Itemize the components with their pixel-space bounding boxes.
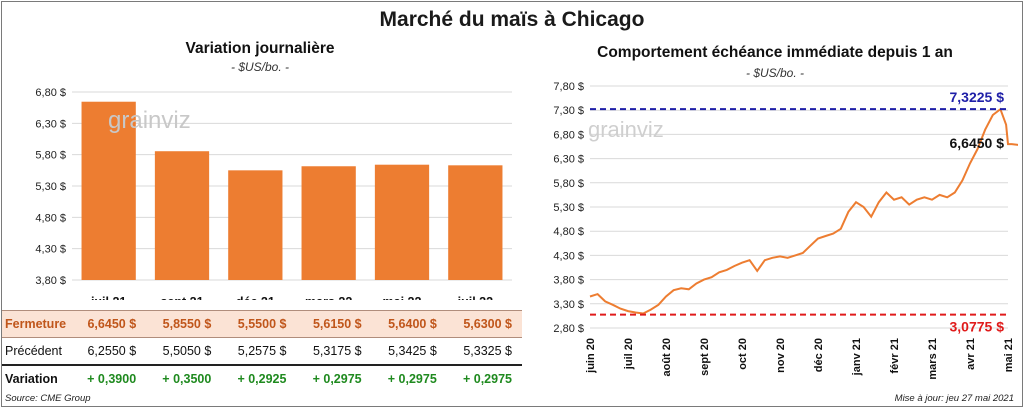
x-tick-label: juin 20 bbox=[585, 338, 597, 374]
y-tick-label: 6,30 $ bbox=[553, 154, 584, 166]
table-cell: 5,3425 $ bbox=[371, 337, 447, 366]
x-tick-label: oct 20 bbox=[737, 338, 749, 370]
y-tick-label: 7,80 $ bbox=[553, 81, 584, 93]
y-tick-label: 7,30 $ bbox=[553, 105, 584, 117]
x-tick-label: janv 21 bbox=[851, 338, 863, 376]
x-tick-label: nov 20 bbox=[775, 338, 787, 373]
bar bbox=[81, 101, 136, 280]
contracts-table: Fermeture 6,6450 $ 5,8550 $ 5,5500 $ 5,6… bbox=[2, 310, 522, 392]
row-label: Précédent bbox=[2, 337, 71, 366]
right-chart-units: - $US/bo. - bbox=[745, 66, 805, 80]
y-tick-label: 2,80 $ bbox=[553, 323, 584, 335]
table-cell: 5,3325 $ bbox=[446, 337, 522, 366]
x-tick-label: févr 21 bbox=[889, 338, 901, 373]
left-chart-units: - $US/bo. - bbox=[230, 60, 290, 74]
bar bbox=[228, 170, 283, 280]
bar bbox=[374, 164, 430, 280]
table-row-variation: Variation + 0,3900 + 0,3500 + 0,2925 + 0… bbox=[2, 365, 522, 392]
table-cell: + 0,2975 bbox=[387, 372, 437, 386]
y-tick-label: 4,80 $ bbox=[553, 226, 584, 238]
x-tick-label: juil 21 bbox=[90, 295, 126, 300]
row-label: Variation bbox=[5, 372, 58, 386]
source-note: Source: CME Group bbox=[5, 393, 91, 404]
table-cell: 5,3175 $ bbox=[296, 337, 372, 366]
table-cell: 6,6450 $ bbox=[71, 310, 147, 338]
y-tick-label: 5,80 $ bbox=[35, 150, 66, 162]
y-tick-label: 6,30 $ bbox=[35, 118, 66, 130]
y-tick-label: 6,80 $ bbox=[553, 129, 584, 141]
y-tick-label: 4,30 $ bbox=[553, 250, 584, 262]
y-tick-label: 4,80 $ bbox=[35, 212, 66, 224]
right-chart-title: Comportement échéance immédiate depuis 1… bbox=[597, 44, 953, 61]
table-cell: 5,2575 $ bbox=[221, 337, 297, 366]
table-cell: 5,5500 $ bbox=[221, 310, 297, 338]
x-tick-label: juil 22 bbox=[457, 295, 493, 300]
x-tick-label: mars 22 bbox=[305, 295, 352, 300]
x-tick-label: mars 21 bbox=[927, 338, 939, 380]
row-label: Fermeture bbox=[2, 310, 71, 338]
bar bbox=[448, 165, 503, 280]
table-cell: 5,8550 $ bbox=[146, 310, 222, 338]
x-tick-label: sept 20 bbox=[699, 338, 711, 376]
y-tick-label: 6,80 $ bbox=[35, 87, 66, 99]
x-tick-label: déc 20 bbox=[813, 338, 825, 372]
y-tick-label: 5,80 $ bbox=[553, 178, 584, 190]
left-watermark: grainviz bbox=[108, 107, 191, 134]
table-row-previous: Précédent 6,2550 $ 5,5050 $ 5,2575 $ 5,3… bbox=[2, 337, 522, 366]
table-cell: 5,6400 $ bbox=[371, 310, 447, 338]
low-label: 3,0775 $ bbox=[950, 319, 1005, 335]
table-cell: 5,5050 $ bbox=[146, 337, 222, 366]
y-tick-label: 3,80 $ bbox=[553, 275, 584, 287]
table-cell: + 0,3900 bbox=[87, 372, 137, 386]
y-tick-label: 5,30 $ bbox=[35, 181, 66, 193]
left-chart-title: Variation journalière bbox=[185, 40, 335, 57]
y-tick-label: 3,80 $ bbox=[35, 275, 66, 287]
update-note: Mise à jour: jeu 27 mai 2021 bbox=[894, 393, 1014, 404]
line-chart: 2,80 $ 3,30 $ 3,80 $ 4,30 $ 4,80 $ 5,30 $ 5,80… bbox=[553, 81, 1018, 380]
x-tick-label: déc 21 bbox=[236, 295, 275, 300]
x-tick-label: mai 22 bbox=[383, 295, 422, 300]
x-tick-label: juil 20 bbox=[623, 338, 635, 370]
x-tick-label: mai 21 bbox=[1003, 338, 1015, 372]
right-watermark: grainviz bbox=[588, 117, 664, 142]
y-tick-label: 5,30 $ bbox=[553, 202, 584, 214]
table-cell: 6,2550 $ bbox=[71, 337, 147, 366]
x-tick-label: sept 21 bbox=[160, 295, 203, 300]
page-title: Marché du maïs à Chicago bbox=[379, 8, 645, 31]
table-cell: 5,6300 $ bbox=[446, 310, 522, 338]
high-label: 7,3225 $ bbox=[950, 89, 1005, 105]
table-row-close: Fermeture 6,6450 $ 5,8550 $ 5,5500 $ 5,6… bbox=[2, 310, 522, 338]
bar bbox=[154, 151, 210, 280]
table-cell: + 0,2925 bbox=[237, 372, 287, 386]
x-tick-label: août 20 bbox=[661, 338, 673, 377]
bar bbox=[301, 166, 356, 280]
y-tick-label: 4,30 $ bbox=[35, 244, 66, 256]
table-cell: 5,6150 $ bbox=[296, 310, 372, 338]
bar-chart: 3,80 $ 4,30 $ 4,80 $ 5,30 $ 5,80 $ 6,30 $ 6,80… bbox=[35, 87, 512, 300]
table-cell: + 0,2975 bbox=[312, 372, 362, 386]
y-tick-label: 3,30 $ bbox=[553, 299, 584, 311]
price-line bbox=[589, 107, 1018, 315]
table-cell: + 0,2975 bbox=[462, 372, 512, 386]
x-tick-label: avr 21 bbox=[965, 338, 977, 370]
last-price-label: 6,6450 $ bbox=[950, 135, 1005, 151]
table-cell: + 0,3500 bbox=[162, 372, 212, 386]
